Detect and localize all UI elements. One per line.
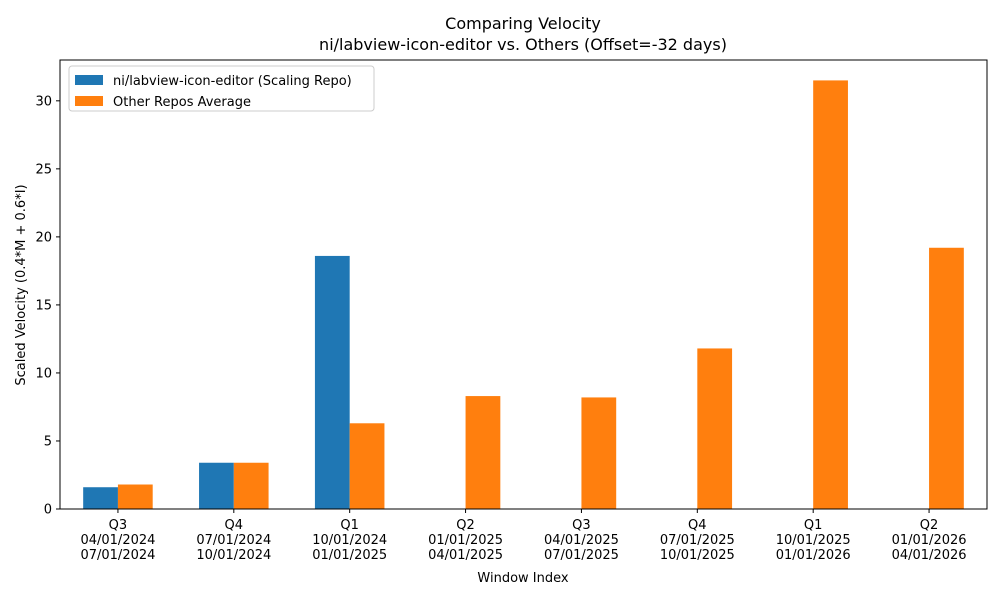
x-axis-label: Window Index (477, 571, 568, 586)
x-tick-label: Q4 07/01/2025 10/01/2025 (660, 518, 735, 563)
bar-other-repos-1 (233, 462, 269, 509)
y-tick-label: 20 (35, 230, 52, 245)
legend: ni/labview-icon-editor (Scaling Repo) Oth… (68, 65, 375, 112)
chart-subtitle: ni/labview-icon-editor vs. Others (Offse… (319, 35, 727, 54)
axes-frame (59, 59, 988, 510)
x-tick-label: Q1 10/01/2024 01/01/2025 (312, 518, 387, 563)
plot-area: 0 5 10 15 20 25 30 Q3 04/01/2024 07/01/2024 Q4 07/0… (35, 59, 988, 563)
y-tick-label: 30 (35, 94, 52, 109)
bar-scaling-repo-0 (83, 487, 118, 509)
bar-other-repos-4 (581, 397, 617, 509)
bar-scaling-repo-2 (314, 255, 350, 509)
bar-other-repos-6 (813, 80, 848, 509)
y-axis-label: Scaled Velocity (0.4*M + 0.6*I) (14, 184, 29, 385)
x-tick-label: Q2 01/01/2026 04/01/2026 (892, 518, 967, 563)
bar-other-repos-2 (349, 423, 385, 509)
legend-label-0: ni/labview-icon-editor (Scaling Repo) (113, 74, 352, 89)
y-tick-label: 15 (35, 298, 52, 313)
legend-box (68, 65, 375, 112)
legend-swatch-1 (75, 96, 103, 106)
legend-swatch-0 (75, 75, 103, 85)
x-tick-label: Q3 04/01/2024 07/01/2024 (80, 518, 155, 563)
chart-title: Comparing Velocity (445, 14, 601, 33)
bar-other-repos-0 (117, 484, 153, 509)
y-tick-label: 25 (35, 162, 52, 177)
bar-other-repos-5 (697, 348, 733, 509)
y-tick-label: 0 (44, 503, 52, 518)
y-tick-label: 10 (35, 366, 52, 381)
bar-other-repos-3 (465, 396, 501, 509)
legend-label-1: Other Repos Average (113, 95, 251, 110)
bar-scaling-repo-1 (199, 462, 234, 509)
bar-other-repos-7 (929, 247, 964, 509)
x-tick-label: Q4 07/01/2024 10/01/2024 (196, 518, 271, 563)
x-tick-label: Q3 04/01/2025 07/01/2025 (544, 518, 619, 563)
y-tick-label: 5 (44, 434, 52, 449)
x-tick-label: Q1 10/01/2025 01/01/2026 (776, 518, 851, 563)
x-tick-label: Q2 01/01/2025 04/01/2025 (428, 518, 503, 563)
